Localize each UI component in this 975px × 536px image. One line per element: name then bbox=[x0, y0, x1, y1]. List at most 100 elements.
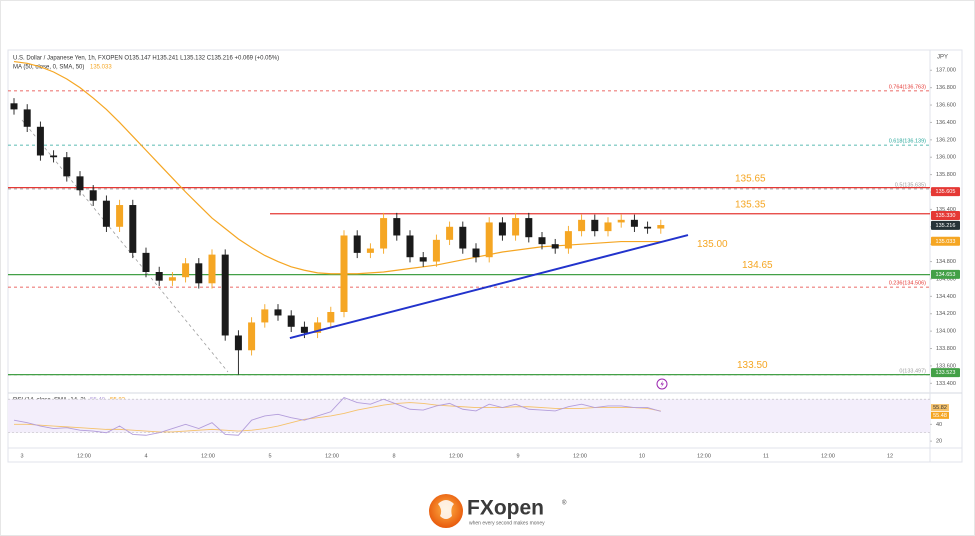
x-tick-label: 12 bbox=[887, 453, 893, 459]
price-badge bbox=[931, 236, 960, 246]
level-label: 135.65 bbox=[735, 173, 766, 184]
y-tick-label: 136.200 bbox=[936, 137, 956, 143]
event-bolt bbox=[660, 380, 664, 388]
price-badge bbox=[931, 368, 960, 378]
candle-body bbox=[327, 312, 335, 323]
candle-body bbox=[102, 200, 110, 227]
x-tick-label: 5 bbox=[268, 453, 271, 459]
x-tick-label: 12:00 bbox=[573, 453, 587, 459]
candle-body bbox=[36, 126, 44, 156]
fib-label: 0.618(136.139) bbox=[889, 139, 926, 145]
candle-body bbox=[538, 237, 546, 245]
y-tick-label: 135.800 bbox=[936, 172, 956, 178]
logo-mark bbox=[438, 500, 454, 519]
candle-body bbox=[116, 205, 124, 227]
y-tick-label: 134.800 bbox=[936, 259, 956, 265]
candle-body bbox=[525, 218, 533, 238]
candle-body bbox=[300, 326, 308, 333]
candle-body bbox=[314, 322, 322, 333]
rsi-line bbox=[13, 396, 661, 436]
x-tick-label: 12:00 bbox=[821, 453, 835, 459]
x-tick-label: 4 bbox=[144, 453, 147, 459]
candle-body bbox=[604, 222, 612, 232]
y-tick-label: 135.400 bbox=[936, 207, 956, 213]
candle-body bbox=[406, 235, 414, 258]
candle-body bbox=[261, 309, 269, 323]
candle-body bbox=[234, 335, 242, 351]
candle-body bbox=[380, 218, 388, 249]
candle-body bbox=[274, 309, 282, 316]
candle-body bbox=[63, 157, 71, 177]
price-badge bbox=[931, 220, 960, 230]
candle-body bbox=[564, 231, 572, 249]
x-tick-label: 8 bbox=[392, 453, 395, 459]
candle-body bbox=[221, 254, 229, 336]
y-tick-label: 136.000 bbox=[936, 155, 956, 161]
x-tick-label: 9 bbox=[516, 453, 519, 459]
level-label: 133.50 bbox=[737, 360, 768, 371]
candle-body bbox=[578, 219, 586, 232]
fib-label: 0(133.497) bbox=[899, 368, 926, 374]
chart-title: U.S. Dollar / Japanese Yen, 1h, FXOPEN O… bbox=[13, 56, 279, 62]
candle-body bbox=[419, 257, 427, 262]
y-tick-label: 133.600 bbox=[936, 363, 956, 369]
level-label: 135.35 bbox=[735, 199, 766, 210]
y-tick-label: 134.000 bbox=[936, 329, 956, 335]
price-badge bbox=[931, 210, 960, 220]
candle-body bbox=[10, 103, 18, 110]
price-badge-label: 135.605 bbox=[936, 189, 956, 195]
fib-label: 0.236(134.506) bbox=[889, 281, 926, 287]
logo-tagline: when every second makes money bbox=[469, 520, 545, 526]
y-tick-label: 134.400 bbox=[936, 294, 956, 300]
candle-body bbox=[182, 263, 190, 278]
y-tick-label: 134.200 bbox=[936, 311, 956, 317]
currency: JPY bbox=[937, 55, 948, 61]
y-tick-label: 136.600 bbox=[936, 102, 956, 108]
x-tick-label: 12:00 bbox=[77, 453, 91, 459]
candle-body bbox=[248, 322, 256, 351]
x-tick-label: 12:00 bbox=[449, 453, 463, 459]
candle-body bbox=[551, 244, 559, 249]
x-tick-label: 12:00 bbox=[697, 453, 711, 459]
candle-body bbox=[657, 225, 665, 229]
candle-body bbox=[208, 254, 216, 284]
x-tick-label: 12:00 bbox=[201, 453, 215, 459]
level-label: 135.00 bbox=[697, 239, 728, 250]
price-badge-label: 133.523 bbox=[936, 370, 956, 376]
candle-body bbox=[459, 226, 467, 249]
candle-body bbox=[155, 272, 163, 281]
logo-registered: ® bbox=[562, 500, 567, 507]
candle-body bbox=[168, 277, 176, 281]
price-badge-label: 134.653 bbox=[936, 272, 956, 278]
price-badge bbox=[931, 269, 960, 279]
candle-body bbox=[446, 226, 454, 240]
level-label: 134.65 bbox=[742, 260, 773, 271]
candle-body bbox=[195, 263, 203, 284]
trendline bbox=[289, 234, 689, 340]
candle-body bbox=[498, 222, 506, 236]
x-tick-label: 11 bbox=[763, 453, 769, 459]
candle-body bbox=[432, 239, 440, 262]
candle-body bbox=[485, 222, 493, 258]
candle-body bbox=[287, 315, 295, 327]
candle-body bbox=[512, 218, 520, 236]
rsi-badge bbox=[931, 411, 949, 419]
candle-body bbox=[89, 190, 97, 201]
y-tick-label: 134.600 bbox=[936, 276, 956, 282]
fib-diagonal bbox=[21, 119, 229, 373]
rsi-tick-label: 20 bbox=[936, 439, 942, 445]
candle-body bbox=[129, 205, 137, 253]
y-tick-label: 137.000 bbox=[936, 68, 956, 74]
fib-label: 0.5(135.635) bbox=[895, 182, 926, 188]
rsi-tick-label: 40 bbox=[936, 422, 942, 428]
candle-body bbox=[591, 219, 599, 232]
x-tick-label: 3 bbox=[20, 453, 23, 459]
price-badge-label: 135.033 bbox=[936, 239, 956, 245]
ma-label: MA (50, close, 0, SMA, 50) bbox=[13, 65, 84, 71]
price-badge bbox=[931, 187, 960, 197]
rsi-sma-line bbox=[14, 402, 661, 433]
price-badge-label: 135.330 bbox=[936, 213, 956, 219]
rsi-sma-badge bbox=[931, 404, 949, 412]
candle-body bbox=[353, 235, 361, 253]
rsi-badge-label: 55.48 bbox=[933, 413, 947, 419]
